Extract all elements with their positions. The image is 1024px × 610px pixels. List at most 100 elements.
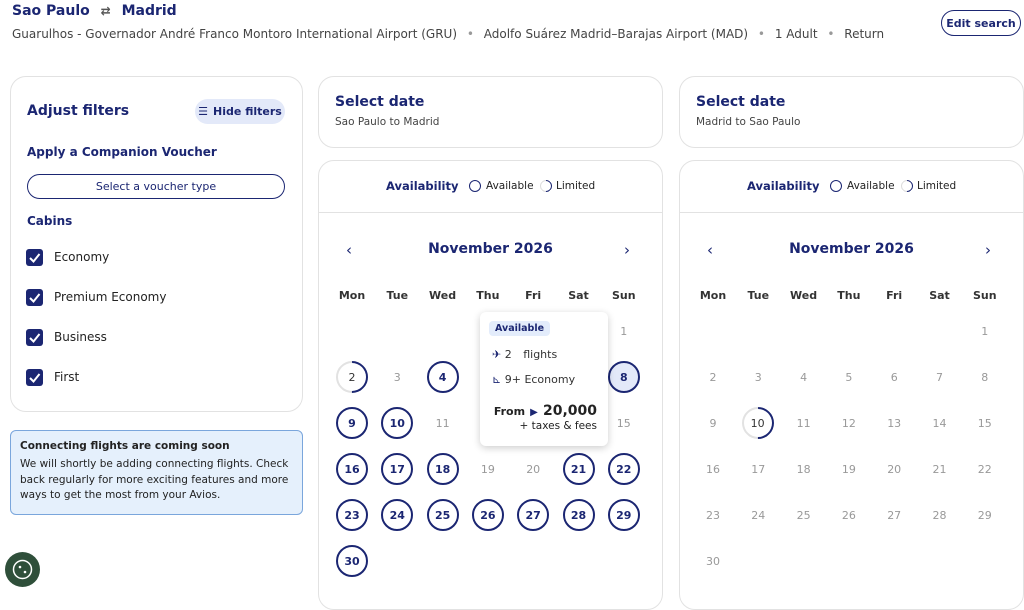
tooltip-seats: ⊾ 9+ Economy bbox=[492, 373, 575, 386]
calendar-day[interactable]: 9 bbox=[336, 407, 368, 439]
calendar-day: 1 bbox=[969, 315, 1001, 347]
calendar-day[interactable]: 26 bbox=[471, 499, 504, 531]
notice-body: We will shortly be adding connecting fli… bbox=[20, 458, 289, 501]
calendar-day[interactable]: 10 bbox=[381, 407, 414, 439]
taxes: + taxes & fees bbox=[519, 420, 597, 432]
day-number: 1 bbox=[620, 324, 628, 338]
day-number: 28 bbox=[570, 508, 587, 522]
day-number: 16 bbox=[344, 462, 360, 476]
calendar-day[interactable]: 24 bbox=[381, 499, 414, 531]
day-number: 12 bbox=[841, 416, 856, 430]
day-number: 8 bbox=[619, 370, 628, 384]
origin-airport: Guarulhos - Governador André Franco Mont… bbox=[12, 27, 458, 41]
calendar-day: 20 bbox=[878, 453, 910, 485]
cabin-checkbox[interactable] bbox=[26, 249, 43, 266]
calendar-day: 2 bbox=[697, 361, 729, 393]
edit-search-button[interactable]: Edit search bbox=[941, 10, 1021, 36]
voucher-button[interactable]: Select a voucher type bbox=[27, 174, 285, 199]
calendar-day[interactable]: 16 bbox=[336, 453, 368, 485]
day-number: 11 bbox=[796, 416, 811, 430]
weekday: Tue bbox=[747, 289, 770, 302]
cabin-label: First bbox=[54, 370, 80, 384]
calendar-day: 6 bbox=[878, 361, 910, 393]
day-number: 14 bbox=[932, 416, 947, 430]
calendar-day: 27 bbox=[878, 499, 910, 531]
seat-icon: ⊾ bbox=[492, 373, 502, 386]
calendar-day[interactable]: 17 bbox=[381, 453, 414, 485]
weekday: Fri bbox=[886, 289, 903, 302]
legend-available-label: Available bbox=[847, 180, 895, 192]
calendar-day: 20 bbox=[517, 453, 549, 485]
day-number: 4 bbox=[800, 370, 808, 384]
calendar-day[interactable]: 23 bbox=[336, 499, 368, 531]
calendar-day: 14 bbox=[924, 407, 956, 439]
calendar-day: 11 bbox=[788, 407, 820, 439]
calendar-day: 19 bbox=[472, 453, 504, 485]
day-number: 25 bbox=[434, 508, 451, 522]
legend-available-icon bbox=[830, 180, 842, 192]
select-date-card bbox=[679, 76, 1024, 148]
price: 20,000 bbox=[542, 403, 597, 419]
calendar-day: 8 bbox=[969, 361, 1001, 393]
calendar-day[interactable]: 4 bbox=[426, 361, 459, 393]
select-date-card bbox=[318, 76, 663, 148]
calendar-day[interactable]: 21 bbox=[562, 453, 595, 485]
hide-filters-button[interactable]: ☰ Hide filters bbox=[195, 99, 285, 124]
cookie-button[interactable] bbox=[5, 552, 40, 587]
day-number: 13 bbox=[887, 416, 902, 430]
cookie-icon bbox=[12, 559, 33, 580]
from-label: From bbox=[493, 405, 526, 418]
calendar-day[interactable]: 25 bbox=[426, 499, 459, 531]
cabin-checkbox[interactable] bbox=[26, 289, 43, 306]
next-month[interactable]: › bbox=[985, 241, 991, 259]
calendar-day[interactable]: 29 bbox=[607, 499, 640, 531]
calendar-day: 28 bbox=[924, 499, 956, 531]
day-number: 5 bbox=[845, 370, 853, 384]
select-date-subtitle: Madrid to Sao Paulo bbox=[696, 116, 801, 128]
day-number: 19 bbox=[480, 462, 495, 476]
route-details: Guarulhos - Governador André Franco Mont… bbox=[12, 27, 885, 41]
weekday: Sun bbox=[612, 289, 636, 302]
calendar-day[interactable]: 28 bbox=[562, 499, 595, 531]
day-number: 15 bbox=[616, 416, 631, 430]
next-month[interactable]: › bbox=[624, 241, 630, 259]
calendar-day: 22 bbox=[969, 453, 1001, 485]
day-number: 9 bbox=[348, 416, 356, 430]
origin: Sao Paulo bbox=[12, 3, 90, 19]
calendar-day[interactable]: 22 bbox=[607, 453, 640, 485]
prev-month[interactable]: ‹ bbox=[346, 241, 352, 259]
prev-month[interactable]: ‹ bbox=[707, 241, 713, 259]
cabin-checkbox[interactable] bbox=[26, 329, 43, 346]
calendar-day: 3 bbox=[381, 361, 413, 393]
calendar-day: 11 bbox=[427, 407, 459, 439]
day-number: 25 bbox=[796, 508, 811, 522]
calendar-day: 26 bbox=[833, 499, 865, 531]
weekday: Wed bbox=[429, 289, 457, 302]
day-number: 7 bbox=[936, 370, 943, 384]
notice: Connecting flights are coming soon We wi… bbox=[10, 430, 303, 515]
calendar-day: 5 bbox=[833, 361, 865, 393]
calendar-day[interactable]: 27 bbox=[517, 499, 550, 531]
hide-filters-label: Hide filters bbox=[213, 105, 282, 118]
month-title: November 2026 bbox=[428, 241, 553, 257]
calendar-day[interactable]: 8 bbox=[607, 361, 640, 393]
day-number: 2 bbox=[348, 370, 356, 384]
calendar-day[interactable]: 18 bbox=[426, 453, 459, 485]
flights-count: 2 bbox=[504, 348, 512, 361]
cabin-checkbox[interactable] bbox=[26, 369, 43, 386]
day-number: 11 bbox=[435, 416, 450, 430]
legend-available-label: Available bbox=[486, 180, 534, 192]
day-number: 17 bbox=[389, 462, 405, 476]
day-number: 21 bbox=[932, 462, 947, 476]
tooltip: Available ✈ 2 flights ⊾ 9+ Economy From … bbox=[480, 312, 608, 446]
voucher-heading: Apply a Companion Voucher bbox=[27, 145, 217, 159]
select-date-title: Select date bbox=[335, 94, 425, 110]
filter-icon: ☰ bbox=[198, 105, 209, 118]
calendar-day: 17 bbox=[742, 453, 774, 485]
filters-card bbox=[10, 76, 303, 412]
day-number: 24 bbox=[751, 508, 766, 522]
day-number: 20 bbox=[887, 462, 902, 476]
calendar-day[interactable]: 30 bbox=[336, 545, 368, 577]
tooltip-badge: Available bbox=[489, 321, 551, 336]
calendar-day: 24 bbox=[742, 499, 774, 531]
